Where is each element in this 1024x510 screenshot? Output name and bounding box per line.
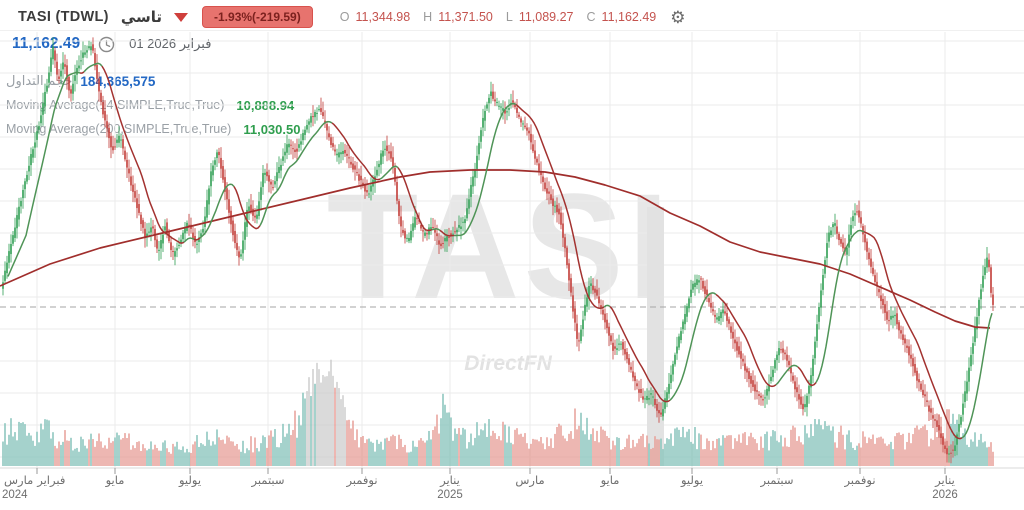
close-value: 11,162.49 bbox=[601, 10, 657, 24]
symbol-dropdown-icon[interactable] bbox=[174, 12, 189, 22]
volume-special-bar bbox=[647, 207, 664, 466]
high-label: H bbox=[423, 10, 433, 24]
volume-layer bbox=[2, 359, 994, 466]
low-label: L bbox=[505, 10, 513, 24]
high-value: 11,371.50 bbox=[438, 10, 493, 24]
watermark-brand: DirectFN bbox=[464, 352, 552, 375]
watermark-layer: TASI DirectFN bbox=[327, 162, 674, 375]
current-date: 01 2026 فبراير bbox=[129, 36, 212, 51]
price-date-row: 11,162.49 01 2026 فبراير bbox=[12, 34, 211, 54]
open-value: 11,344.98 bbox=[355, 10, 411, 24]
ma-fast-line bbox=[7, 62, 993, 440]
toolbar: TASI (TDWL) تاسي -1.93%(-219.59) O 11,34… bbox=[18, 4, 685, 30]
grid-layer bbox=[0, 32, 1024, 468]
settings-gear-icon[interactable]: ⚙ bbox=[670, 7, 686, 27]
low-value: 11,089.27 bbox=[518, 10, 574, 24]
open-label: O bbox=[339, 10, 350, 24]
ma-slow-line bbox=[0, 169, 991, 329]
volume-label: حجم التداول bbox=[6, 73, 73, 88]
toolbar-divider bbox=[0, 30, 1024, 31]
ohlc-readout: O 11,344.98 H 11,371.50 L 11,089.27 C 11… bbox=[327, 10, 657, 24]
x-axis-line bbox=[0, 467, 1024, 474]
change-badge: -1.93%(-219.59) bbox=[202, 6, 313, 28]
ma-slow-value: 11,030.50 bbox=[243, 121, 301, 137]
close-label: C bbox=[586, 10, 596, 24]
last-price: 11,162.49 bbox=[12, 35, 81, 52]
symbol-name-arabic[interactable]: تاسي bbox=[120, 9, 163, 26]
candles-layer bbox=[2, 37, 994, 464]
symbol-name[interactable]: TASI (TDWL) bbox=[18, 9, 109, 25]
watermark-symbol: TASI bbox=[327, 162, 674, 330]
clock-icon bbox=[98, 36, 115, 53]
